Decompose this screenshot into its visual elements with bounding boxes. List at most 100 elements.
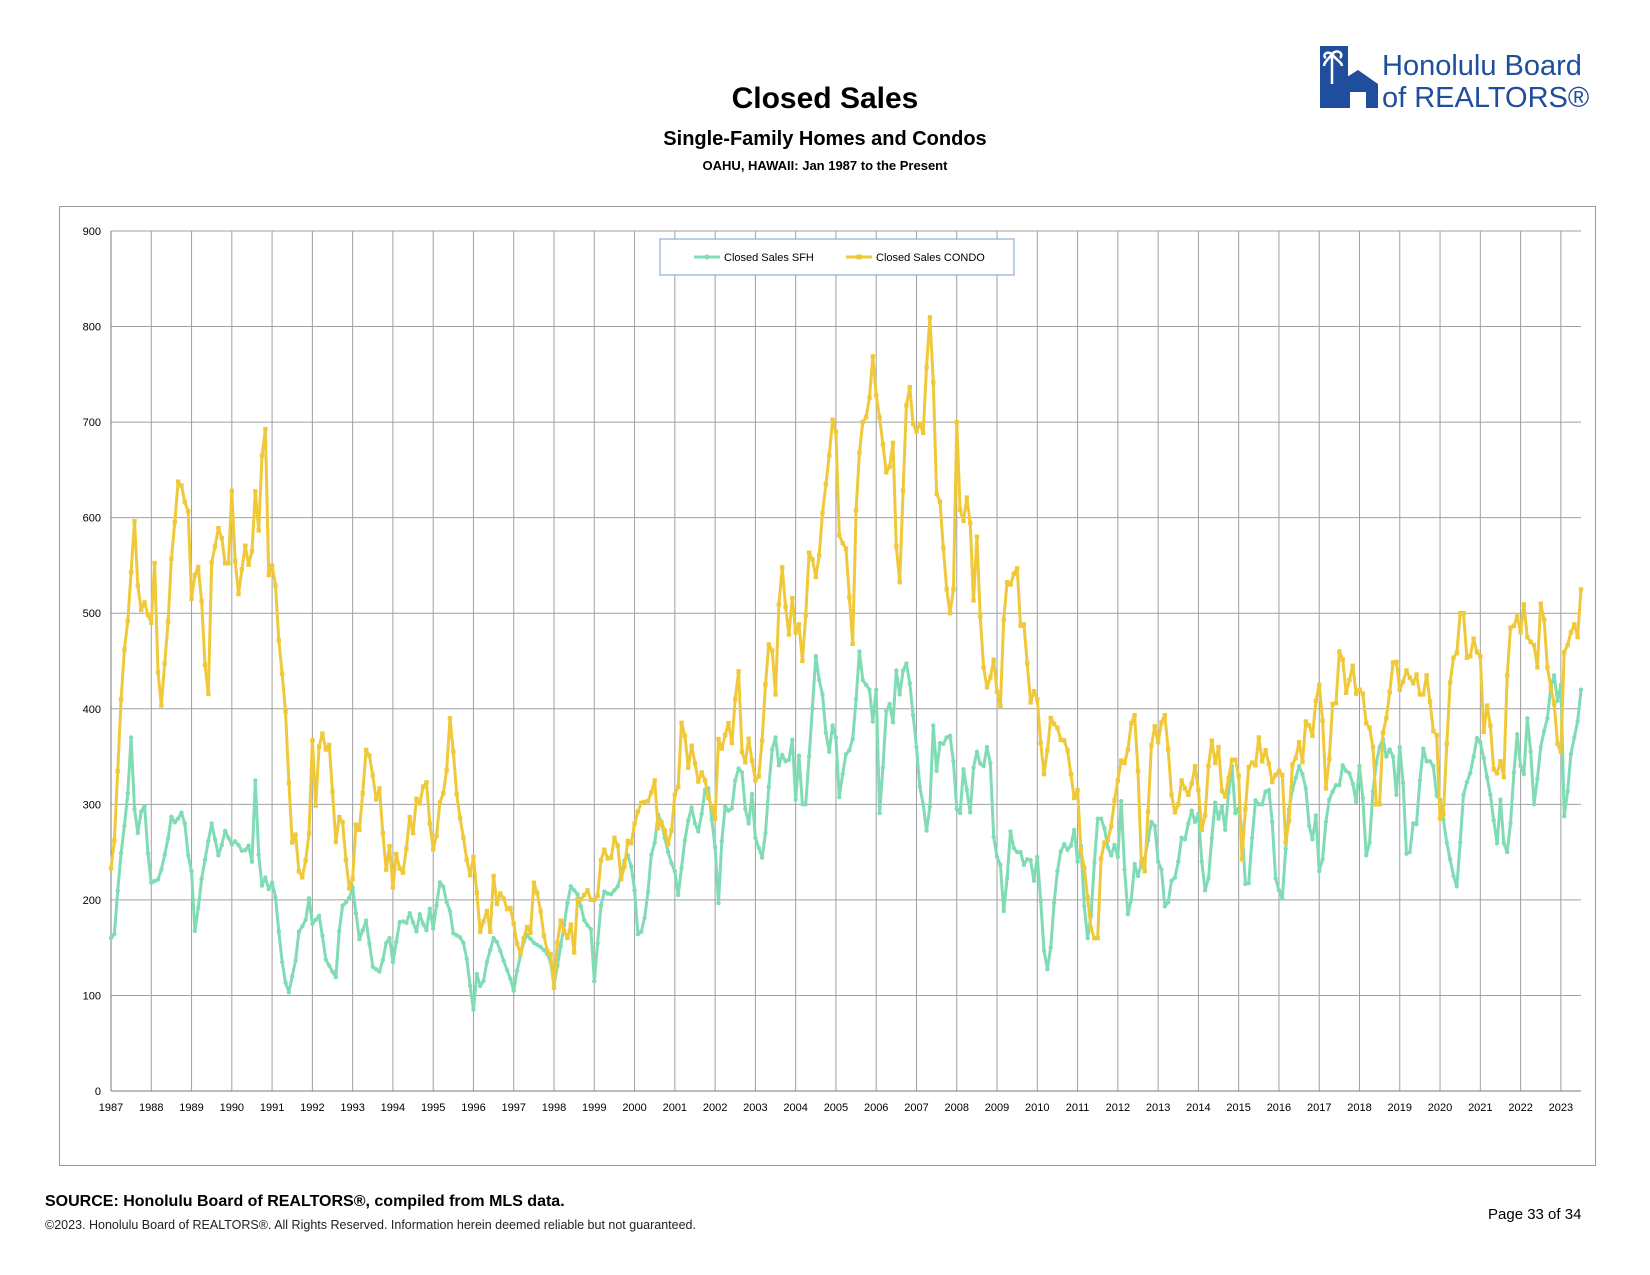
sfh-point <box>722 804 728 809</box>
sfh-point <box>1192 819 1198 825</box>
condo-point <box>639 800 644 805</box>
sfh-point <box>353 911 359 916</box>
condo-point <box>494 901 500 907</box>
condo-point <box>330 789 335 795</box>
sfh-point <box>1555 698 1560 704</box>
condo-point <box>212 544 218 549</box>
sfh-point <box>437 880 443 885</box>
sfh-point <box>434 903 439 908</box>
condo-point <box>377 786 382 791</box>
sfh-point <box>447 908 453 914</box>
condo-point <box>984 685 990 690</box>
sfh-point <box>112 931 117 937</box>
sfh-point <box>1004 876 1010 881</box>
sfh-point <box>1212 800 1218 805</box>
condo-point <box>1038 740 1043 746</box>
condo-point <box>394 851 399 857</box>
sfh-point <box>1488 792 1493 797</box>
condo-point <box>1350 663 1355 668</box>
sfh-point <box>394 939 399 945</box>
sfh-point <box>1273 876 1278 881</box>
sfh-point <box>1169 878 1174 883</box>
sfh-point <box>420 921 426 926</box>
sfh-point <box>269 880 275 885</box>
sfh-point <box>132 806 137 812</box>
condo-point <box>474 890 480 895</box>
condo-point <box>1011 571 1017 577</box>
condo-point <box>1568 630 1574 635</box>
condo-point <box>598 857 604 863</box>
condo-point <box>880 442 886 447</box>
sfh-point <box>451 931 456 936</box>
condo-point <box>756 774 761 779</box>
condo-point <box>1364 720 1369 726</box>
legend-label-sfh: Closed Sales SFH <box>724 252 814 264</box>
sfh-point <box>410 920 416 925</box>
condo-point <box>313 803 318 808</box>
condo-point <box>967 520 973 525</box>
condo-point <box>521 935 527 941</box>
condo-point <box>548 952 553 957</box>
sfh-point <box>810 705 815 711</box>
sfh-point <box>1135 873 1141 879</box>
sfh-point <box>1155 859 1161 864</box>
sfh-point <box>894 668 899 673</box>
sfh-point <box>689 805 694 810</box>
sfh-point <box>414 929 419 934</box>
condo-point <box>1535 665 1540 670</box>
x-tick-label: 2004 <box>783 1102 807 1114</box>
condo-point <box>665 841 671 847</box>
sfh-point <box>501 958 506 964</box>
condo-point <box>1280 772 1285 778</box>
sfh-point <box>491 935 496 941</box>
condo-point <box>209 560 214 565</box>
x-tick-label: 2013 <box>1146 1102 1170 1114</box>
condo-point <box>612 835 617 840</box>
condo-point <box>1515 614 1520 619</box>
condo-point <box>464 857 469 862</box>
sfh-point <box>746 821 751 826</box>
condo-point <box>1494 771 1500 776</box>
condo-point <box>1266 761 1272 766</box>
sfh-point <box>840 771 845 777</box>
condo-point <box>269 563 275 568</box>
condo-point <box>988 675 993 680</box>
condo-point <box>571 950 577 955</box>
sfh-point <box>1092 860 1097 865</box>
condo-point <box>743 760 748 765</box>
y-tick-label: 0 <box>95 1086 101 1098</box>
condo-point <box>363 747 369 753</box>
condo-point <box>833 429 839 434</box>
condo-point <box>1377 802 1382 807</box>
condo-point <box>645 798 651 804</box>
condo-point <box>800 658 805 664</box>
condo-point <box>125 618 130 623</box>
sfh-point <box>430 926 436 931</box>
source-note: SOURCE: Honolulu Board of REALTORS®, com… <box>45 1193 565 1210</box>
condo-point <box>816 553 822 558</box>
x-tick-label: 1989 <box>179 1102 203 1114</box>
condo-point <box>367 753 372 758</box>
condo-point <box>420 784 426 789</box>
sfh-point <box>1414 822 1419 827</box>
sfh-point <box>1464 779 1470 785</box>
sfh-point <box>1528 749 1533 754</box>
sfh-point <box>1038 898 1043 903</box>
sfh-point <box>1525 716 1530 721</box>
condo-point <box>434 833 439 838</box>
sfh-point <box>988 760 993 766</box>
condo-point <box>769 648 775 653</box>
sfh-point <box>454 933 459 938</box>
condo-point <box>575 896 580 902</box>
condo-point <box>843 546 849 551</box>
condo-point <box>1219 788 1225 793</box>
sfh-point <box>592 978 597 984</box>
condo-point <box>333 839 339 845</box>
condo-point <box>1541 617 1547 622</box>
condo-point <box>165 619 171 624</box>
x-tick-label: 2003 <box>743 1102 767 1114</box>
sfh-point <box>696 829 701 834</box>
sfh-point <box>1159 867 1164 872</box>
condo-point <box>726 720 731 726</box>
condo-point <box>642 799 647 805</box>
